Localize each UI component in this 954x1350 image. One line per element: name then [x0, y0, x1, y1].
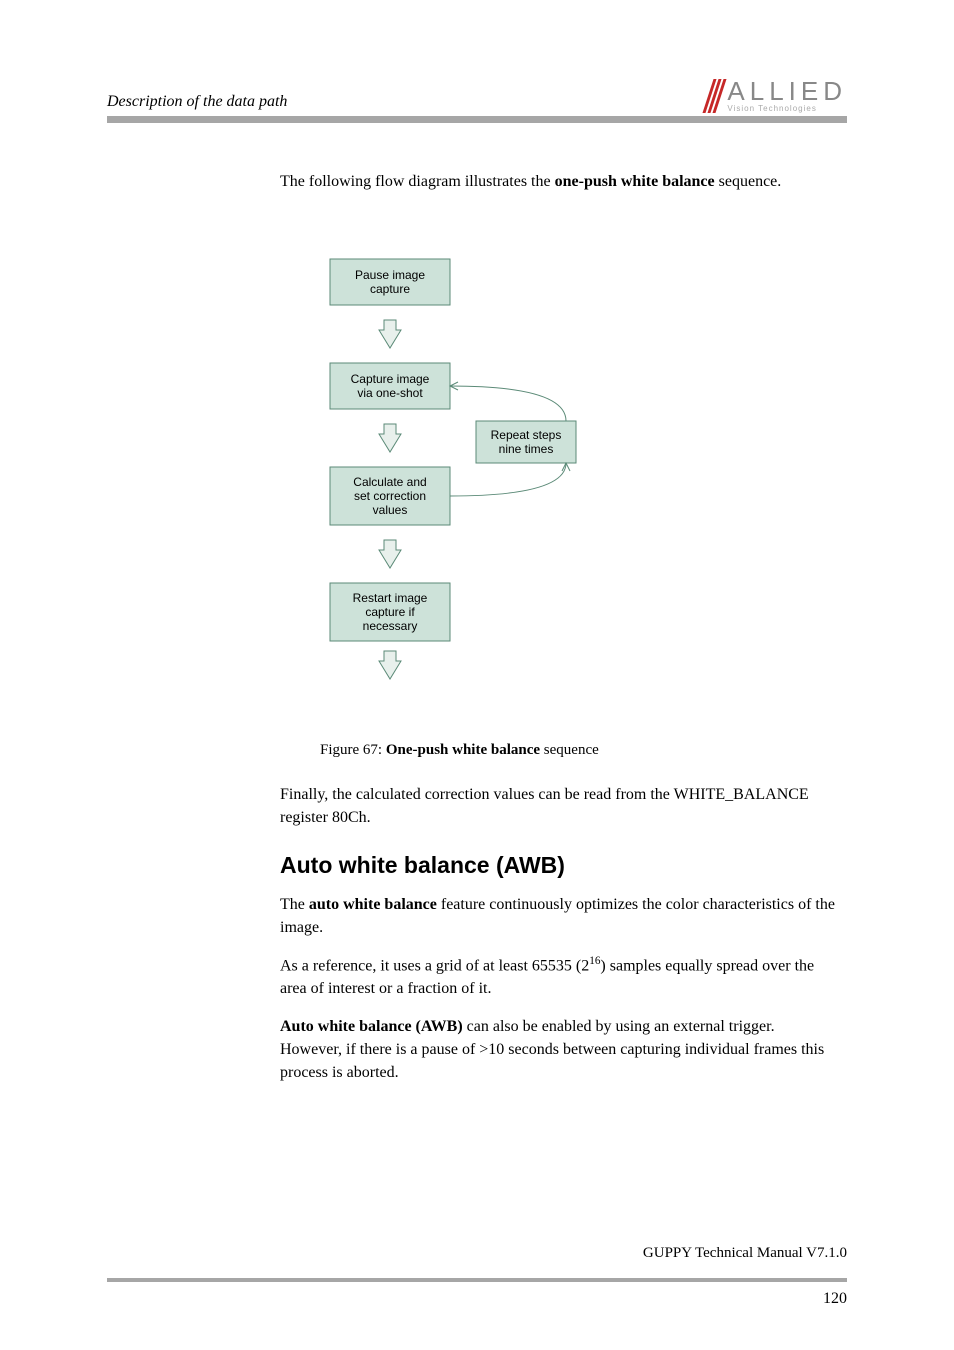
footer-manual-version: GUPPY Technical Manual V7.1.0: [643, 1245, 847, 1262]
svg-text:Pause image: Pause image: [355, 268, 425, 282]
intro-bold: one-push white balance: [555, 173, 715, 190]
svg-text:via one-shot: via one-shot: [357, 386, 423, 400]
logo-sub: Vision Technologies: [727, 105, 847, 113]
flowchart: Pause imagecapture Capture imagevia one-s…: [280, 229, 700, 729]
svg-text:necessary: necessary: [363, 619, 418, 633]
section-title: Description of the data path: [107, 93, 287, 113]
awb-p1-bold: auto white balance: [309, 896, 437, 913]
svg-text:Calculate and: Calculate and: [353, 475, 426, 489]
svg-text:capture if: capture if: [365, 605, 415, 619]
caption-post: sequence: [540, 742, 599, 758]
awb-paragraph-2: As a reference, it uses a grid of at lea…: [280, 953, 840, 1001]
page-number: 120: [823, 1290, 847, 1308]
section-heading-awb: Auto white balance (AWB): [280, 852, 840, 879]
logo-text: ALLIED Vision Technologies: [727, 78, 847, 113]
footer-divider: [107, 1278, 847, 1282]
figure-caption: Figure 67: One-push white balance sequen…: [320, 742, 840, 759]
caption-bold: One-push white balance: [386, 742, 540, 758]
svg-text:Repeat steps: Repeat steps: [491, 428, 562, 442]
intro-paragraph: The following flow diagram illustrates t…: [280, 170, 840, 193]
svg-text:Restart image: Restart image: [353, 591, 428, 605]
page-header: Description of the data path ALLIED Visi…: [107, 78, 847, 113]
svg-text:capture: capture: [370, 282, 410, 296]
flowchart-container: Pause imagecapture Capture imagevia one-s…: [280, 229, 840, 734]
awb-paragraph-1: The auto white balance feature continuou…: [280, 893, 840, 939]
intro-post: sequence.: [715, 173, 782, 190]
awb-p2-sup: 16: [589, 955, 600, 967]
svg-text:set correction: set correction: [354, 489, 426, 503]
intro-pre: The following flow diagram illustrates t…: [280, 173, 555, 190]
awb-p1-pre: The: [280, 896, 309, 913]
awb-paragraph-3: Auto white balance (AWB) can also be ena…: [280, 1015, 840, 1085]
header-divider: [107, 116, 847, 123]
svg-text:nine times: nine times: [499, 442, 554, 456]
main-content: The following flow diagram illustrates t…: [280, 170, 840, 1098]
svg-text:Capture image: Capture image: [351, 372, 430, 386]
svg-text:values: values: [373, 503, 408, 517]
paragraph-after-figure: Finally, the calculated correction value…: [280, 783, 840, 829]
awb-p2-pre: As a reference, it uses a grid of at lea…: [280, 957, 589, 974]
caption-pre: Figure 67:: [320, 742, 386, 758]
logo-main: ALLIED: [727, 78, 847, 104]
logo-slashes-icon: [708, 79, 721, 113]
brand-logo: ALLIED Vision Technologies: [708, 78, 847, 113]
awb-p3-bold: Auto white balance (AWB): [280, 1018, 463, 1035]
